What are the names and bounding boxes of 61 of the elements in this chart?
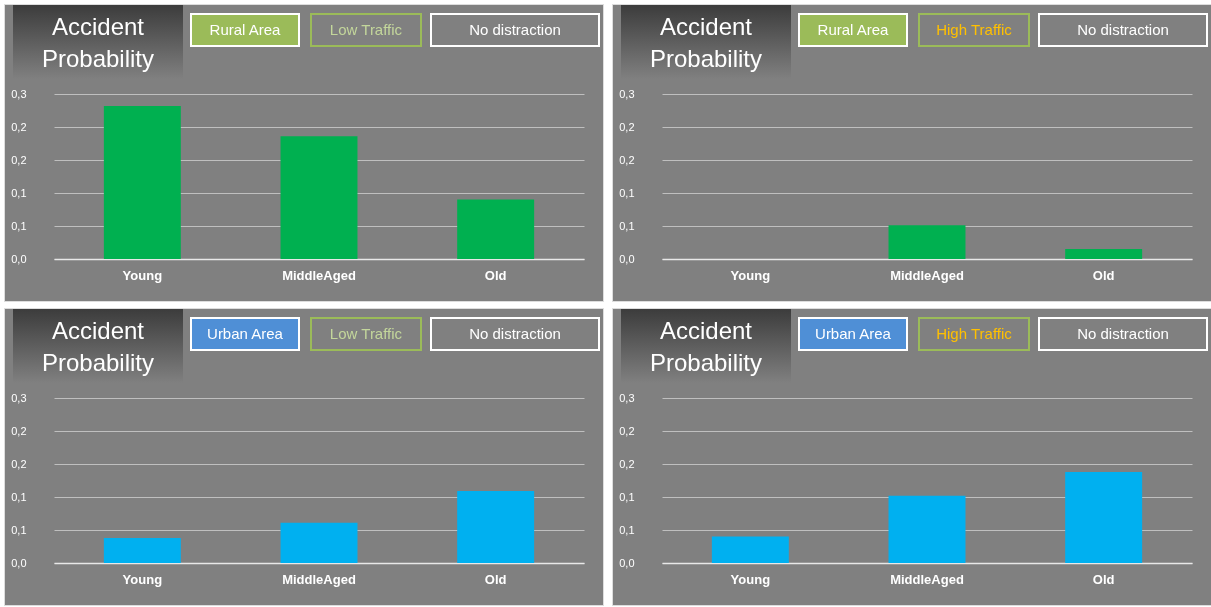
x-tick-label: Old [484, 571, 507, 587]
y-tick-label: 0,2 [11, 120, 27, 133]
bar [888, 495, 966, 563]
x-tick-label: MiddleAged [282, 267, 356, 283]
y-tick-label: 0,3 [11, 391, 27, 404]
y-tick-label: 0,1 [11, 523, 27, 536]
text: No distraction [430, 317, 600, 351]
text: High Traffic [918, 13, 1030, 47]
y-tick-label: 0,3 [619, 391, 635, 404]
y-tick-label: 0,0 [619, 556, 635, 569]
text: High Traffic [918, 317, 1030, 351]
y-tick-label: 0,2 [619, 120, 635, 133]
y-tick-label: 0,1 [619, 490, 635, 503]
y-tick-label: 0,2 [619, 153, 635, 166]
text: No distraction [1038, 13, 1208, 47]
y-tick-label: 0,2 [619, 457, 635, 470]
text: No distraction [430, 13, 600, 47]
chart-title: Accident Probability [13, 309, 183, 383]
y-tick-label: 0,3 [11, 87, 27, 100]
y-tick-label: 0,1 [619, 523, 635, 536]
x-tick-label: Old [1092, 571, 1115, 587]
bar [103, 105, 181, 259]
bar [103, 537, 181, 563]
bar [457, 491, 535, 563]
bar [1065, 471, 1143, 563]
text: Urban Area [798, 317, 908, 351]
text: Rural Area [190, 13, 300, 47]
text: No distraction [1038, 317, 1208, 351]
y-tick-label: 0,1 [11, 186, 27, 199]
x-tick-label: MiddleAged [890, 267, 964, 283]
text: Low Traffic [310, 13, 422, 47]
bar [457, 199, 535, 259]
x-tick-label: MiddleAged [282, 571, 356, 587]
y-tick-label: 0,2 [619, 424, 635, 437]
x-tick-label: Young [730, 571, 771, 587]
y-tick-label: 0,2 [11, 153, 27, 166]
y-tick-label: 0,0 [11, 556, 27, 569]
x-tick-label: Old [1092, 267, 1115, 283]
chart-title: Accident Probability [621, 309, 791, 383]
y-tick-label: 0,2 [11, 424, 27, 437]
y-tick-label: 0,2 [11, 457, 27, 470]
text: Low Traffic [310, 317, 422, 351]
x-tick-label: Old [484, 267, 507, 283]
x-tick-label: MiddleAged [890, 571, 964, 587]
y-tick-label: 0,1 [11, 490, 27, 503]
x-tick-label: Young [730, 267, 771, 283]
y-tick-label: 0,0 [619, 252, 635, 265]
bar [280, 522, 358, 563]
x-tick-label: Young [122, 267, 163, 283]
chart-title: Accident Probability [13, 5, 183, 79]
bar [711, 536, 789, 563]
y-tick-label: 0,1 [619, 219, 635, 232]
bar [280, 136, 358, 259]
y-tick-label: 0,1 [619, 186, 635, 199]
text: Urban Area [190, 317, 300, 351]
x-tick-label: Young [122, 571, 163, 587]
y-tick-label: 0,1 [11, 219, 27, 232]
chart-title: Accident Probability [621, 5, 791, 79]
y-tick-label: 0,3 [619, 87, 635, 100]
y-tick-label: 0,0 [11, 252, 27, 265]
text: Rural Area [798, 13, 908, 47]
